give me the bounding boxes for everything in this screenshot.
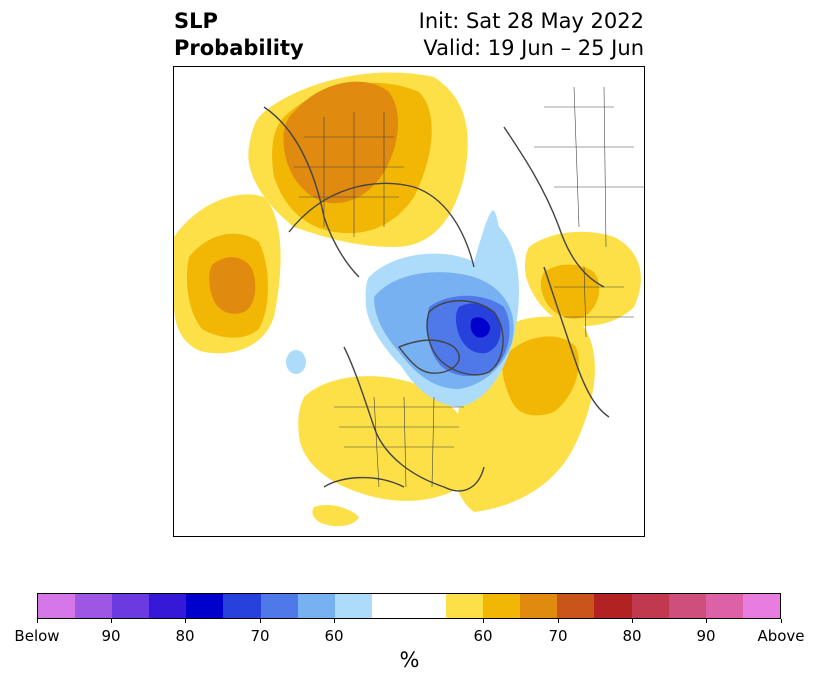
colorbar-segment	[112, 594, 150, 618]
colorbar-segment	[297, 594, 335, 618]
colorbar-tick	[333, 619, 335, 623]
title-valid-range: Valid: 19 Jun – 25 Jun	[423, 36, 644, 60]
title-init-date: Init: Sat 28 May 2022	[418, 9, 644, 33]
colorbar-segment	[631, 594, 669, 618]
colorbar-segment	[742, 594, 780, 618]
colorbar-segment	[186, 594, 224, 618]
region-europe-scandinavia	[248, 72, 468, 247]
colorbar-segment	[520, 594, 558, 618]
title-type: Probability	[174, 36, 304, 60]
colorbar-segment	[483, 594, 521, 618]
colorbar-tick	[705, 619, 707, 623]
colorbar-tick-label: Above	[757, 627, 805, 645]
colorbar-tick-label: Below	[14, 627, 60, 645]
colorbar-segment	[705, 594, 743, 618]
title-variable: SLP	[174, 9, 218, 33]
map-panel	[173, 66, 645, 537]
colorbar-tick-label: 70	[250, 627, 270, 645]
region-eastern-north-america	[298, 376, 477, 527]
region-north-pacific	[174, 194, 281, 354]
colorbar-tick-label: 90	[101, 627, 121, 645]
colorbar-tick	[557, 619, 559, 623]
colorbar-unit-label: %	[399, 648, 420, 672]
colorbar-segment	[371, 594, 447, 618]
probability-map	[174, 72, 644, 527]
colorbar-segment	[38, 594, 76, 618]
country-borders	[294, 86, 644, 488]
colorbar-tick-label: 80	[175, 627, 195, 645]
colorbar-ticks: Below 90 80 70 60 60 70 80 90 Above	[14, 619, 805, 645]
colorbar-tick-label: 90	[696, 627, 716, 645]
colorbar-tick-label: 60	[324, 627, 344, 645]
colorbar-segment	[75, 594, 113, 618]
colorbar-segment	[668, 594, 706, 618]
colorbar-segment	[260, 594, 298, 618]
colorbar-tick	[259, 619, 261, 623]
colorbar-tick	[110, 619, 112, 623]
title-left: SLP Probability	[174, 8, 304, 62]
colorbar-tick	[36, 619, 38, 623]
colorbar-segment	[594, 594, 632, 618]
colorbar-segment	[149, 594, 187, 618]
colorbar-segment	[446, 594, 484, 618]
colorbar	[37, 593, 781, 619]
region-greenland-negative	[365, 210, 519, 407]
colorbar-tick	[780, 619, 782, 623]
colorbar-tick-label: 70	[548, 627, 568, 645]
colorbar-tick	[482, 619, 484, 623]
region-pacific-negative-patch	[286, 350, 306, 374]
colorbar-segment	[223, 594, 261, 618]
colorbar-tick-label: 80	[622, 627, 642, 645]
region-western-siberia	[525, 231, 641, 327]
title-right: Init: Sat 28 May 2022 Valid: 19 Jun – 25…	[419, 8, 644, 62]
colorbar-segment	[557, 594, 595, 618]
colorbar-segment	[334, 594, 372, 618]
colorbar-tick	[631, 619, 633, 623]
coastlines	[263, 106, 610, 492]
colorbar-tick-label: 60	[473, 627, 493, 645]
colorbar-tick	[184, 619, 186, 623]
